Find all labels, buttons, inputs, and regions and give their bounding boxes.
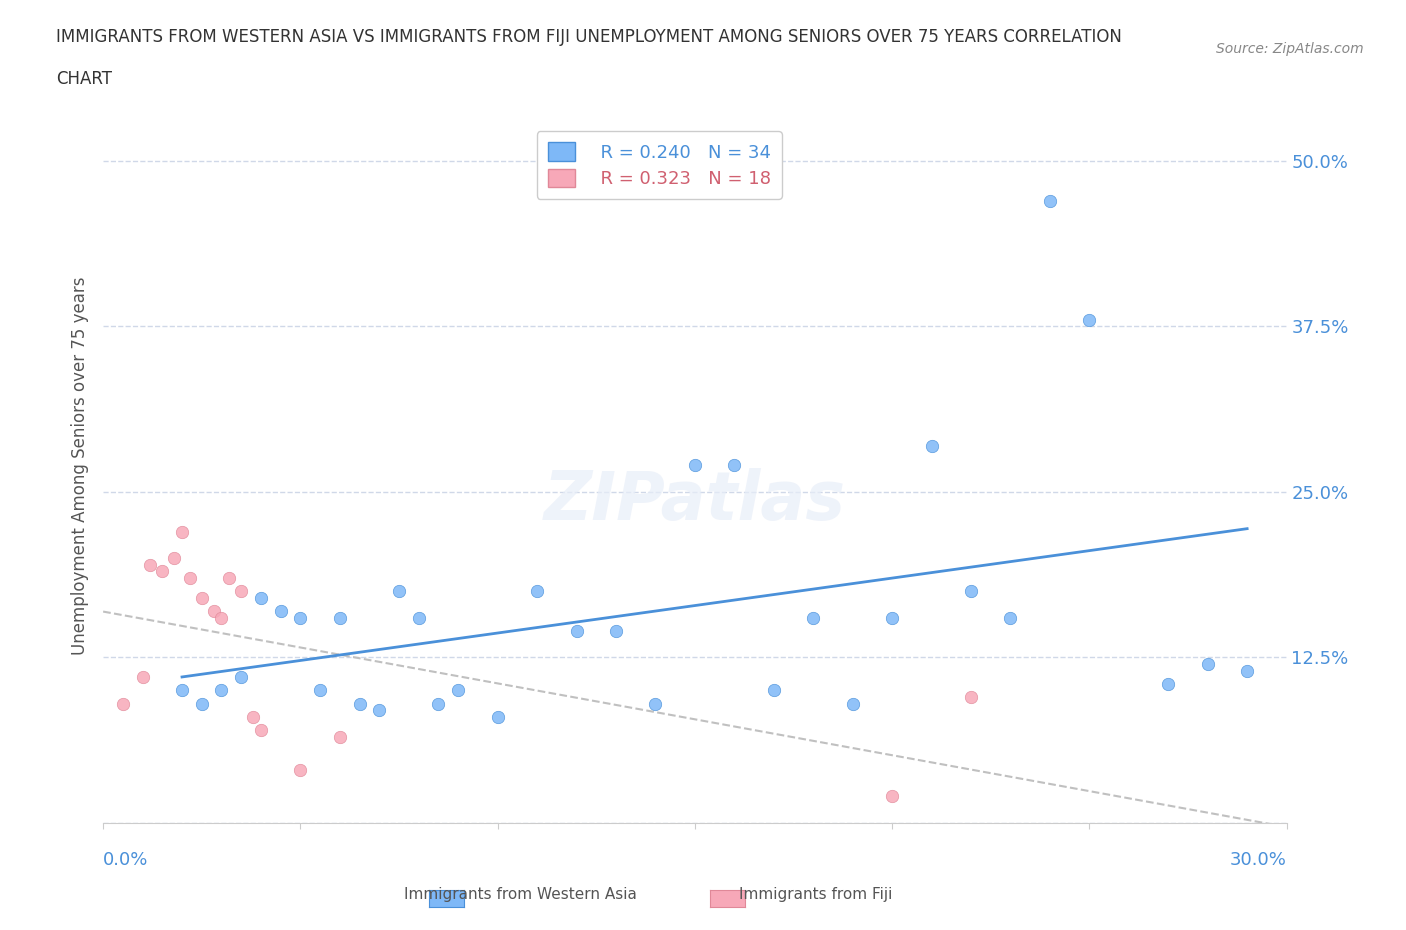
Y-axis label: Unemployment Among Seniors over 75 years: Unemployment Among Seniors over 75 years [72,276,89,655]
Point [683,458,706,472]
Point [841,697,863,711]
Point [565,623,588,638]
Point [250,723,273,737]
Point [329,610,352,625]
Point [111,697,134,711]
Point [270,604,292,618]
Point [368,703,391,718]
Point [250,591,273,605]
Point [163,551,186,565]
Point [801,610,824,625]
Point [150,564,173,578]
Point [960,584,983,599]
Point [131,670,153,684]
Point [605,623,627,638]
Point [526,584,548,599]
Point [211,610,233,625]
Point [190,697,212,711]
Point [723,458,745,472]
Text: Immigrants from Western Asia: Immigrants from Western Asia [404,887,637,902]
Text: CHART: CHART [56,70,112,87]
Point [644,697,666,711]
Text: IMMIGRANTS FROM WESTERN ASIA VS IMMIGRANTS FROM FIJI UNEMPLOYMENT AMONG SENIORS : IMMIGRANTS FROM WESTERN ASIA VS IMMIGRAN… [56,28,1122,46]
Point [1039,193,1062,208]
Point [1197,657,1219,671]
Point [179,570,201,585]
Point [921,438,943,453]
Text: Immigrants from Fiji: Immigrants from Fiji [738,887,893,902]
Point [1000,610,1022,625]
Point [231,670,253,684]
Point [290,610,312,625]
Point [231,584,253,599]
Point [1078,312,1101,327]
Legend:   R = 0.240   N = 34,   R = 0.323   N = 18: R = 0.240 N = 34, R = 0.323 N = 18 [537,131,782,199]
Text: 30.0%: 30.0% [1230,851,1286,869]
Point [388,584,411,599]
Point [170,683,193,698]
Text: Source: ZipAtlas.com: Source: ZipAtlas.com [1216,42,1364,56]
Point [1157,676,1180,691]
Point [290,763,312,777]
Point [427,697,450,711]
Text: 0.0%: 0.0% [103,851,149,869]
Point [190,591,212,605]
Point [242,710,264,724]
Point [170,525,193,539]
Point [880,610,903,625]
Point [202,604,225,618]
Point [762,683,785,698]
Point [486,710,509,724]
Point [960,689,983,704]
Point [408,610,430,625]
Point [880,789,903,804]
Point [349,697,371,711]
Point [329,729,352,744]
Point [309,683,332,698]
Point [139,557,162,572]
Point [447,683,470,698]
Text: ZIPatlas: ZIPatlas [544,468,846,534]
Point [211,683,233,698]
Point [1236,663,1258,678]
Point [218,570,240,585]
